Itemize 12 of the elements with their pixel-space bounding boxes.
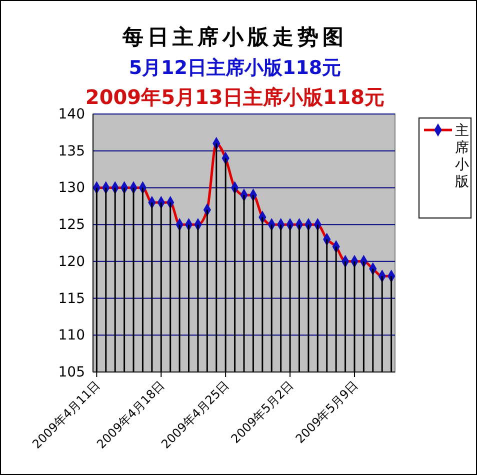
y-tick-label: 105 [58, 364, 85, 380]
y-tick-label: 125 [58, 217, 85, 234]
chart-subtitle: 5月12日主席小版118元 [128, 57, 342, 79]
y-tick-label: 140 [58, 106, 85, 122]
text: 2009年5月13日主席小版118元 [85, 85, 385, 109]
chart-title: 每日主席小版走势图 [122, 25, 348, 49]
y-tick-label: 130 [58, 180, 85, 196]
legend-label: 主席小版 [455, 123, 469, 190]
y-tick-label: 115 [58, 290, 85, 307]
y-tick-label: 110 [58, 328, 85, 344]
y-tick-label: 120 [58, 254, 85, 270]
y-tick-label: 135 [58, 143, 85, 160]
